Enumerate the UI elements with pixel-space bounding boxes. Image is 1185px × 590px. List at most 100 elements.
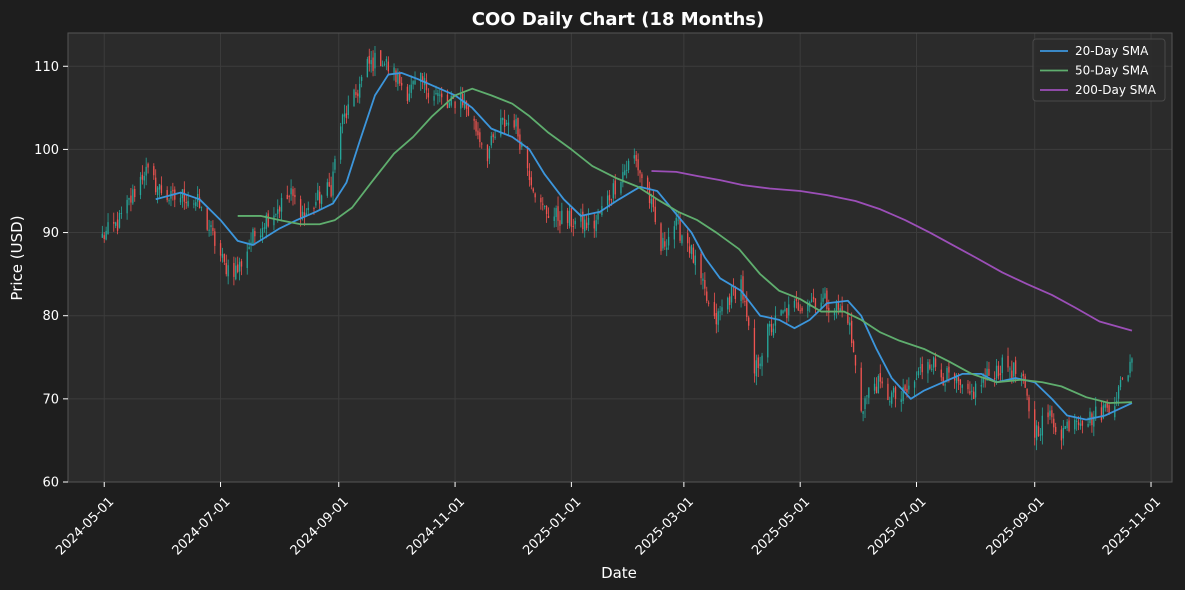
candle-body <box>995 365 998 379</box>
candle-body <box>463 100 466 109</box>
candle-body <box>717 311 719 325</box>
candle-body <box>486 144 489 162</box>
candle-body <box>940 369 942 378</box>
candle-body <box>755 360 757 377</box>
sma-line-1 <box>155 72 1133 421</box>
candle-body <box>385 58 388 62</box>
candle-body <box>473 118 475 121</box>
candle-body <box>1039 434 1042 436</box>
candle-body <box>786 308 788 319</box>
candle-body <box>799 310 801 312</box>
candle-body <box>513 120 515 128</box>
candle-body <box>906 388 908 393</box>
candle-body <box>517 117 519 137</box>
candle-body <box>1007 355 1009 368</box>
candle-body <box>639 170 641 174</box>
candle-body <box>406 86 409 102</box>
candle-body <box>568 211 571 226</box>
candle-body <box>210 225 212 228</box>
candle-body <box>929 364 931 369</box>
candle-body <box>278 207 281 212</box>
candle-body <box>502 117 504 121</box>
candle-body <box>769 323 771 327</box>
candle-body <box>707 302 710 304</box>
candle-body <box>481 143 483 145</box>
candle-body <box>1020 375 1023 377</box>
candle-body <box>130 195 132 203</box>
candle-body <box>820 302 822 310</box>
candle-body <box>1100 407 1103 421</box>
candle-body <box>721 307 723 312</box>
candle-body <box>280 197 283 212</box>
candle-body <box>292 189 294 196</box>
candle-body <box>126 199 128 214</box>
candle-body <box>780 310 782 316</box>
candle-body <box>1011 370 1013 379</box>
candle-body <box>273 215 275 226</box>
candle-body <box>261 228 264 238</box>
candle-body <box>1087 423 1089 427</box>
candle-body <box>660 223 662 252</box>
candle-body <box>343 113 346 117</box>
candle-body <box>1104 404 1106 408</box>
candle-body <box>839 308 841 312</box>
candle-body <box>666 247 668 250</box>
candle-body <box>368 55 370 64</box>
candle-body <box>320 195 323 204</box>
candle-body <box>902 387 904 402</box>
candle-body <box>810 299 813 302</box>
candle-body <box>679 218 681 241</box>
candle-body <box>254 231 256 237</box>
candle-body <box>980 385 982 387</box>
candle-body <box>973 391 975 400</box>
candle-body <box>460 93 462 109</box>
candle-body <box>652 198 655 208</box>
legend-box <box>1032 38 1166 102</box>
candle-body <box>891 392 893 404</box>
x-axis-label: Date <box>601 564 637 582</box>
candle-body <box>326 182 328 196</box>
candle-body <box>959 379 962 385</box>
candle-body <box>315 201 317 206</box>
candle-body <box>854 355 857 366</box>
candle-body <box>147 163 149 168</box>
candle-body <box>410 84 412 93</box>
candle-body <box>103 235 105 240</box>
candle-body <box>673 226 676 240</box>
candle-body <box>913 381 916 388</box>
candle-body <box>728 296 731 305</box>
candle-body <box>584 219 586 232</box>
candle-body <box>788 304 790 316</box>
candle-body <box>172 189 174 192</box>
candle-body <box>570 208 573 227</box>
candle-body <box>982 377 984 383</box>
candle-body <box>500 117 502 136</box>
candle-body <box>132 189 134 204</box>
candle-body <box>622 172 624 183</box>
candle-body <box>599 212 601 214</box>
candle-body <box>141 174 144 180</box>
candle-body <box>1129 361 1131 374</box>
candle-body <box>381 65 384 67</box>
candle-body <box>969 391 971 394</box>
candle-body <box>961 385 963 388</box>
candle-body <box>1127 375 1129 381</box>
candle-body <box>593 220 595 229</box>
candle-body <box>1009 368 1011 370</box>
candle-body <box>208 229 210 231</box>
candle-body <box>894 387 897 399</box>
candle-body <box>957 377 960 382</box>
candle-body <box>719 311 721 313</box>
candle-body <box>881 381 883 384</box>
candle-body <box>932 357 935 368</box>
candle-body <box>305 213 308 216</box>
candle-body <box>833 312 836 316</box>
candle-body <box>223 253 226 262</box>
candle-body <box>1074 419 1076 430</box>
candle-body <box>784 309 786 312</box>
candle-body <box>183 189 185 202</box>
candle-body <box>727 297 729 310</box>
sma-lines <box>155 72 1133 421</box>
candle-body <box>1053 418 1055 428</box>
candle-body <box>690 244 693 255</box>
